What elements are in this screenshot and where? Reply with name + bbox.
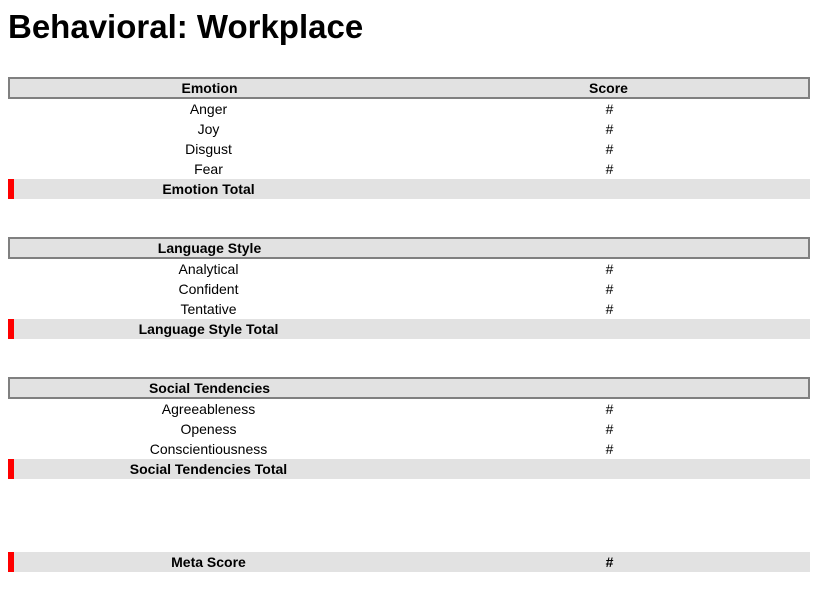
report-sheet: Emotion Score Anger # Joy # Disgust # Fe… (8, 77, 810, 572)
row-score-joy: # (605, 121, 614, 137)
table-row: Agreeableness # (8, 399, 810, 419)
column-header-social-tendencies: Social Tendencies (148, 380, 271, 396)
row-label-conscientiousness: Conscientiousness (149, 441, 268, 457)
table-row: Confident # (8, 279, 810, 299)
emotion-total-row: Emotion Total (8, 179, 810, 199)
row-label-tentative: Tentative (180, 301, 237, 317)
row-score-openess: # (605, 421, 614, 437)
total-score-language-style (409, 319, 810, 339)
row-score-fear: # (605, 161, 614, 177)
row-score-disgust: # (605, 141, 614, 157)
total-score-emotion (409, 179, 810, 199)
row-label-openess: Openess (180, 421, 237, 437)
total-label-language-style: Language Style Total (138, 321, 279, 337)
row-score-anger: # (605, 101, 614, 117)
table-row: Joy # (8, 119, 810, 139)
row-score-agreeableness: # (605, 401, 614, 417)
red-accent-bar (8, 459, 14, 479)
table-row: Anger # (8, 99, 810, 119)
column-header-language-style: Language Style (157, 240, 262, 256)
emotion-header-row: Emotion Score (8, 77, 810, 99)
row-label-anger: Anger (189, 101, 228, 117)
row-label-agreeableness: Agreeableness (161, 401, 256, 417)
total-label-social-tendencies: Social Tendencies Total (129, 461, 288, 477)
table-row: Disgust # (8, 139, 810, 159)
row-score-analytical: # (605, 261, 614, 277)
meta-score-label: Meta Score (171, 554, 246, 570)
social-tendencies-total-row: Social Tendencies Total (8, 459, 810, 479)
table-row: Conscientiousness # (8, 439, 810, 459)
row-label-analytical: Analytical (178, 261, 239, 277)
row-score-conscientiousness: # (605, 441, 614, 457)
meta-score-value: # (605, 554, 614, 570)
total-label-emotion: Emotion Total (162, 181, 255, 197)
column-header-emotion: Emotion (181, 80, 238, 96)
table-row: Openess # (8, 419, 810, 439)
column-header-score-empty (409, 239, 808, 257)
red-accent-bar (8, 319, 14, 339)
total-score-social-tendencies (409, 459, 810, 479)
row-label-confident: Confident (178, 281, 239, 297)
language-style-header-row: Language Style (8, 237, 810, 259)
red-accent-bar (8, 179, 14, 199)
meta-score-row: Meta Score # (8, 552, 810, 572)
column-header-score-empty (409, 379, 808, 397)
red-accent-bar (8, 552, 14, 572)
social-tendencies-header-row: Social Tendencies (8, 377, 810, 399)
table-row: Analytical # (8, 259, 810, 279)
section-language-style: Language Style Analytical # Confident # … (8, 237, 810, 339)
table-row: Fear # (8, 159, 810, 179)
table-row: Tentative # (8, 299, 810, 319)
section-social-tendencies: Social Tendencies Agreeableness # Openes… (8, 377, 810, 479)
section-emotion: Emotion Score Anger # Joy # Disgust # Fe… (8, 77, 810, 199)
row-label-joy: Joy (197, 121, 220, 137)
row-score-confident: # (605, 281, 614, 297)
row-label-disgust: Disgust (185, 141, 232, 157)
row-score-tentative: # (605, 301, 614, 317)
column-header-score: Score (589, 80, 628, 96)
language-style-total-row: Language Style Total (8, 319, 810, 339)
row-label-fear: Fear (194, 161, 223, 177)
page-title: Behavioral: Workplace (8, 8, 364, 45)
